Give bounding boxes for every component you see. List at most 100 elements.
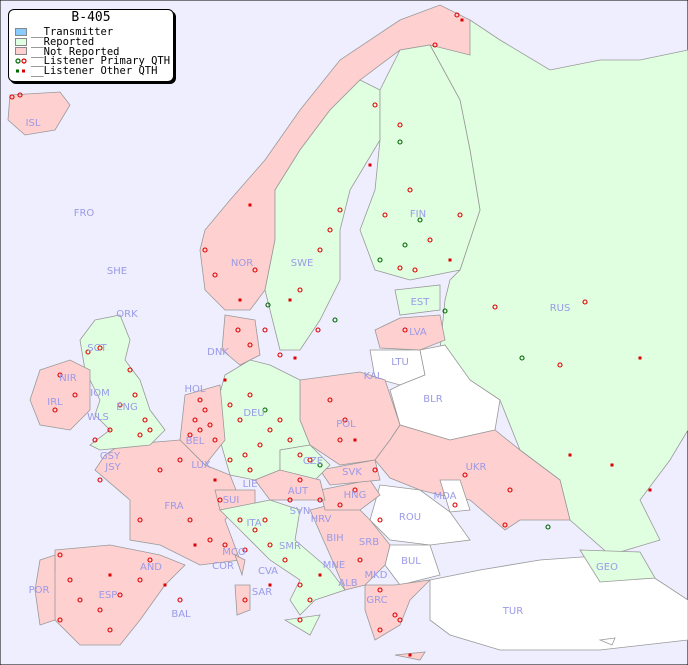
- listener-other-qth-marker: [163, 583, 167, 587]
- listener-primary-qth-marker: [52, 407, 58, 413]
- listener-primary-qth-marker: [457, 212, 463, 218]
- country-label-ork: ORK: [116, 309, 138, 320]
- country-label-hol: HOL: [185, 384, 206, 395]
- listener-primary-qth-marker: [337, 437, 343, 443]
- listener-other-qth-marker: [268, 583, 272, 587]
- country-label-jsy: JSY: [104, 462, 121, 473]
- listener-primary-qth-marker: [377, 587, 383, 593]
- listener-primary-qth-marker: [157, 467, 163, 473]
- region-slovakia: [319, 459, 381, 486]
- region-france: [94, 439, 241, 566]
- country-label-hng: HNG: [344, 490, 367, 501]
- country-label-bul: BUL: [401, 556, 421, 567]
- region-moldova: [439, 479, 471, 513]
- listener-primary-qth-marker: [72, 392, 78, 398]
- country-label-sar: SAR: [252, 587, 272, 598]
- region-ireland: [29, 359, 91, 431]
- listener-primary-qth-marker: [337, 502, 343, 508]
- country-label-esp: ESP: [99, 590, 118, 601]
- listener-other-qth-marker: [213, 478, 217, 482]
- region-austria: [254, 469, 326, 501]
- listener-other-qth-marker: [460, 18, 464, 22]
- country-label-ltu: LTU: [391, 357, 409, 368]
- listener-primary-qth-marker: [342, 417, 348, 423]
- legend-label: __Listener Primary QTH: [31, 55, 171, 68]
- country-label-geo: GEO: [596, 562, 618, 573]
- listener-other-qth-marker: [353, 438, 357, 442]
- country-label-rus: RUS: [550, 303, 571, 314]
- legend-title: B-405: [71, 10, 111, 25]
- listener-primary-qth-marker: [277, 352, 283, 358]
- country-label-bih: BIH: [326, 533, 343, 544]
- region-greece: [364, 579, 432, 641]
- country-label-alb: ALB: [338, 578, 357, 589]
- listener-other-qth-marker: [368, 163, 372, 167]
- listener-primary-qth-marker: [427, 237, 433, 243]
- listener-primary-qth-marker: [297, 617, 303, 623]
- country-label-gsy: GSY: [100, 451, 121, 462]
- legend-transmitter: __Transmitter: [9, 27, 173, 37]
- listener-primary-qth-marker: [287, 437, 293, 443]
- listener-primary-qth-marker: [222, 542, 228, 548]
- country-label-iom: IOM: [90, 388, 109, 399]
- country-label-est: EST: [411, 297, 431, 308]
- listener-primary-qth-marker: [282, 557, 288, 563]
- listener-primary-qth-marker: [417, 217, 423, 223]
- listener-primary-qth-marker: [519, 355, 525, 361]
- listener-primary-qth-marker: [212, 437, 218, 443]
- listener-primary-qth-marker: [377, 257, 383, 263]
- listener-primary-qth-marker: [247, 467, 253, 473]
- listener-primary-qth-marker: [262, 407, 268, 413]
- listener-primary-qth-marker: [252, 267, 258, 273]
- country-label-she: SHE: [107, 266, 127, 277]
- listener-primary-qth-marker: [197, 397, 203, 403]
- listener-primary-qth-marker: [202, 247, 208, 253]
- country-label-cva: CVA: [258, 566, 278, 577]
- country-label-cor: COR: [212, 561, 234, 572]
- region-great-britain: [79, 314, 166, 451]
- listener-primary-qth-marker: [97, 607, 103, 613]
- listener-primary-qth-marker: [307, 597, 313, 603]
- region-ukraine: [374, 424, 571, 531]
- listener-primary-qth-marker: [177, 457, 183, 463]
- listener-primary-qth-marker: [237, 417, 243, 423]
- legend-other-qth: __Listener Other QTH: [9, 66, 173, 76]
- listener-primary-qth-marker: [247, 392, 253, 398]
- listener-primary-qth-marker: [207, 422, 213, 428]
- listener-primary-qth-marker: [317, 462, 323, 468]
- listener-other-qth-marker: [408, 653, 412, 657]
- listener-primary-qth-marker: [197, 427, 203, 433]
- listener-primary-qth-marker: [202, 407, 208, 413]
- legend-not-reported: __Not Reported: [9, 46, 173, 57]
- listener-primary-qth-marker: [297, 452, 303, 458]
- region-latvia: [374, 314, 446, 351]
- reported-swatch: [15, 37, 27, 46]
- country-label-nor: NOR: [231, 258, 253, 269]
- listener-primary-qth-marker: [397, 122, 403, 128]
- country-label-por: POR: [29, 585, 50, 596]
- country-label-ukr: UKR: [466, 462, 487, 473]
- listener-primary-qth-marker: [97, 477, 103, 483]
- region-denmark: [221, 314, 261, 366]
- country-label-srb: SRB: [359, 537, 379, 548]
- country-label-mda: MDA: [434, 491, 457, 502]
- listener-primary-qth-marker: [262, 327, 268, 333]
- listener-primary-qth-marker: [137, 517, 143, 523]
- listener-primary-qth-marker: [242, 597, 248, 603]
- country-label-blr: BLR: [423, 394, 442, 405]
- region-benelux: [179, 384, 226, 466]
- listener-primary-qth-marker: [315, 327, 321, 333]
- country-label-grc: GRC: [366, 595, 387, 606]
- region-estonia: [394, 284, 441, 316]
- country-label-eng: ENG: [116, 402, 138, 413]
- region-italy: [219, 499, 346, 616]
- legend-label: __Listener Other QTH: [31, 65, 158, 78]
- listener-primary-qth-marker: [352, 487, 358, 493]
- legend-primary-qth: __Listener Primary QTH: [9, 55, 173, 68]
- listener-primary-qth-marker: [397, 265, 403, 271]
- country-label-irl: IRL: [47, 397, 63, 408]
- listener-primary-qth-marker: [357, 557, 363, 563]
- listener-primary-qth-marker: [397, 617, 403, 623]
- listener-primary-qth-marker: [247, 342, 253, 348]
- listener-primary-qth-marker: [317, 247, 323, 253]
